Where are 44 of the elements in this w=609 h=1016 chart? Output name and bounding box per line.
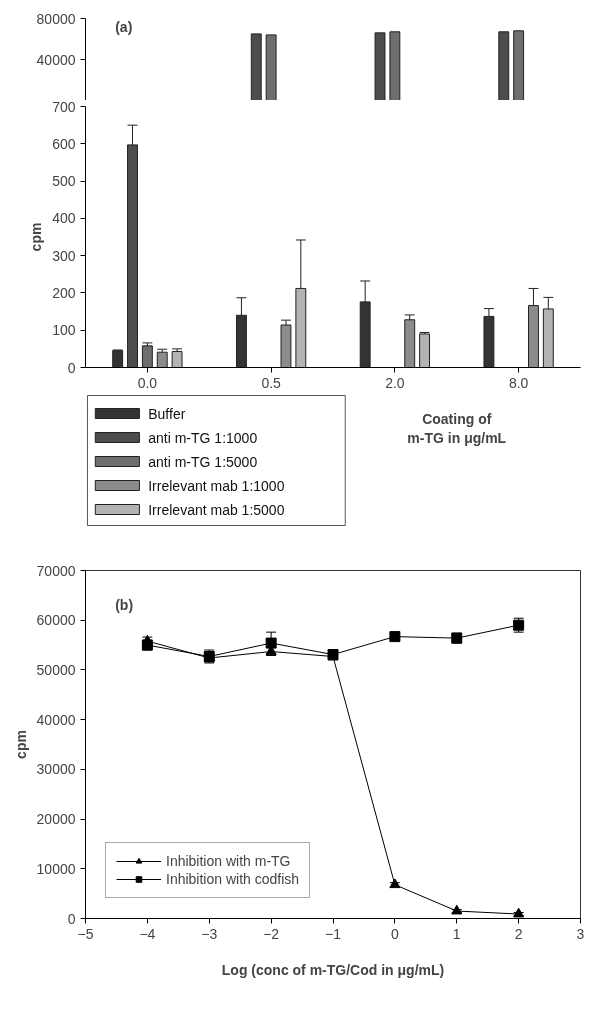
x-tick-label: −5 [77, 925, 94, 942]
y-tick-label: 60000 [36, 612, 76, 629]
legend-label: anti m-TG 1:5000 [148, 453, 258, 470]
y-tick-label: 0 [67, 910, 76, 927]
x-tick-label: 2 [514, 925, 523, 942]
y-tick-label: 40000 [36, 51, 76, 68]
x-tick-label: 0.0 [137, 374, 158, 391]
legend-label: anti m-TG 1:1000 [148, 429, 258, 446]
y-tick-label: 20000 [36, 811, 76, 828]
legend-label: Irrelevant mab 1:1000 [148, 477, 285, 494]
x-tick-label: 2.0 [385, 374, 405, 391]
x-axis-title: Log (conc of m-TG/Cod in μg/mL) [221, 961, 445, 978]
y-tick-label: 70000 [36, 562, 76, 579]
y-tick-label: 30000 [36, 761, 76, 778]
y-tick-label: 600 [52, 135, 76, 152]
y-tick-label: 700 [52, 98, 76, 115]
x-tick-label: 8.0 [508, 374, 529, 391]
y-axis-title: cpm [28, 222, 45, 252]
legend-label: Irrelevant mab 1:5000 [148, 501, 285, 518]
x-tick-label: −4 [139, 925, 156, 942]
y-tick-label: 80000 [36, 10, 76, 27]
x-tick-label: 1 [452, 925, 461, 942]
x-tick-label: 0.5 [261, 374, 282, 391]
y-tick-label: 10000 [36, 860, 76, 877]
x-tick-label: −2 [263, 925, 280, 942]
x-tick-label: 0 [390, 925, 399, 942]
x-tick-label: 3 [576, 925, 585, 942]
y-tick-label: 300 [52, 247, 76, 264]
y-tick-label: 0 [67, 359, 76, 376]
legend-label: Inhibition with m-TG [166, 853, 291, 869]
y-tick-label: 400 [52, 210, 76, 227]
y-tick-label: 100 [52, 322, 76, 339]
y-tick-label: 40000 [36, 711, 76, 728]
legend-label: Buffer [148, 405, 186, 422]
x-tick-label: −1 [325, 925, 342, 942]
annotation: (a) [115, 18, 133, 35]
y-tick-label: 200 [52, 284, 76, 301]
legend-label: Inhibition with codfish [166, 871, 300, 887]
y-tick-label: 500 [52, 173, 76, 190]
annotation: (b) [115, 597, 134, 614]
x-axis-title: Coating of m-TG in μg/mL [407, 410, 507, 446]
y-axis-title: cpm [12, 730, 29, 759]
x-tick-label: −3 [201, 925, 218, 942]
y-tick-label: 50000 [36, 661, 76, 678]
